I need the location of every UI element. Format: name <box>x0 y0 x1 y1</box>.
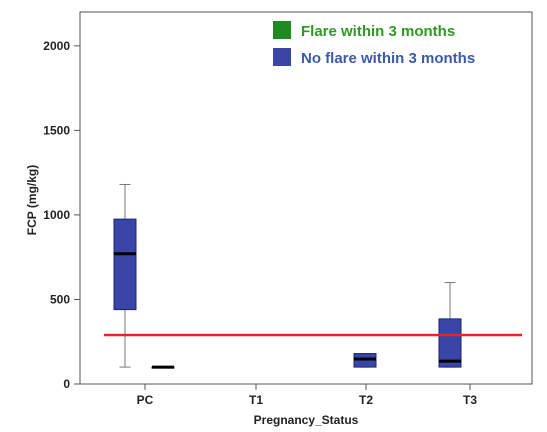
box-pc <box>151 365 175 369</box>
legend-label: No flare within 3 months <box>301 50 475 67</box>
box-series <box>113 183 462 369</box>
y-tick-label: 2000 <box>43 39 70 53</box>
box-pc <box>113 183 137 368</box>
y-tick-label: 1500 <box>43 123 70 137</box>
legend-swatch <box>273 48 291 66</box>
legend-swatch <box>273 21 291 39</box>
y-tick-label: 1000 <box>43 208 70 222</box>
x-tick-label: PC <box>137 393 154 407</box>
plot-area-frame <box>79 11 533 385</box>
y-axis-ticks: 0 500 1000 1500 2000 <box>43 39 80 391</box>
box-iqr <box>113 218 137 311</box>
y-tick-label: 500 <box>50 292 70 306</box>
x-axis-label: Pregnancy_Status <box>254 413 359 427</box>
x-axis-ticks: PC T1 T2 T3 <box>137 384 477 407</box>
box-t2 <box>353 353 377 368</box>
legend: Flare within 3 months No flare within 3 m… <box>273 21 475 67</box>
box-iqr <box>438 318 462 368</box>
x-tick-label: T3 <box>463 393 477 407</box>
y-tick-label: 0 <box>63 377 70 391</box>
y-axis-label: FCP (mg/kg) <box>25 165 39 235</box>
box-t3 <box>438 282 462 368</box>
legend-label: Flare within 3 months <box>301 23 455 40</box>
x-tick-label: T1 <box>249 393 263 407</box>
x-tick-label: T2 <box>359 393 373 407</box>
